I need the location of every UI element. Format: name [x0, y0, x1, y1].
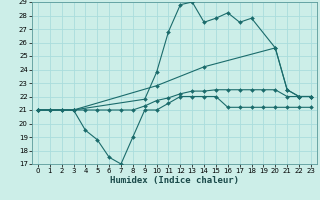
X-axis label: Humidex (Indice chaleur): Humidex (Indice chaleur) [110, 176, 239, 185]
